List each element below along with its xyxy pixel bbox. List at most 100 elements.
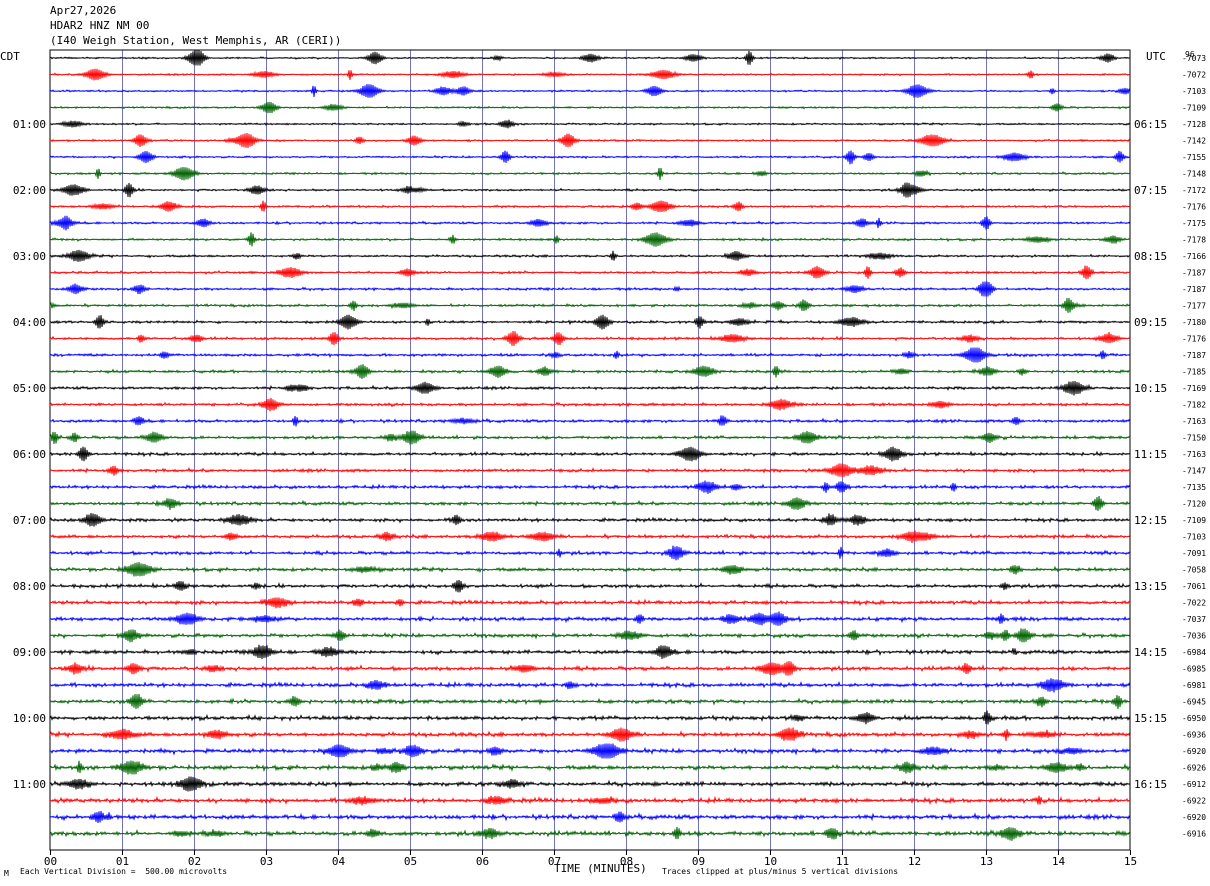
trace-10	[49, 215, 1131, 231]
trace-12	[49, 249, 1131, 262]
left-time-label: 02:00	[13, 184, 46, 197]
trace-offset-label-0: -7073	[1182, 54, 1206, 63]
right-time-label: 13:15	[1134, 580, 1167, 593]
trace-31	[49, 561, 1131, 577]
trace-34	[49, 611, 1131, 626]
trace-25	[49, 463, 1131, 478]
trace-offset-label-16: -7180	[1182, 318, 1206, 327]
trace-offset-label-29: -7103	[1182, 533, 1206, 542]
x-tick-label-06: 06	[476, 855, 489, 868]
left-time-label: 01:00	[13, 118, 46, 131]
trace-offset-label-10: -7175	[1182, 219, 1206, 228]
left-time-label: 04:00	[13, 316, 46, 329]
trace-21	[49, 398, 1131, 412]
trace-41	[49, 727, 1131, 742]
trace-offset-label-35: -7036	[1182, 632, 1206, 641]
trace-offset-label-36: -6984	[1182, 648, 1206, 657]
trace-offset-label-30: -7091	[1182, 549, 1206, 558]
trace-offset-label-34: -7037	[1182, 615, 1206, 624]
clip-note: Traces clipped at plus/minus 5 vertical …	[662, 867, 899, 876]
trace-offset-label-45: -6922	[1182, 797, 1206, 806]
trace-offset-label-13: -7187	[1182, 269, 1206, 278]
right-corner-label: 96	[1185, 50, 1195, 59]
trace-offset-label-4: -7128	[1182, 120, 1206, 129]
right-time-label: 12:15	[1134, 514, 1167, 527]
x-tick-label-14: 14	[1052, 855, 1066, 868]
trace-47	[49, 826, 1131, 841]
plot-frame	[49, 49, 1131, 851]
x-axis-title: TIME (MINUTES)	[554, 862, 647, 875]
trace-40	[49, 710, 1131, 725]
trace-offset-label-27: -7120	[1182, 500, 1206, 509]
trace-offset-label-23: -7150	[1182, 434, 1206, 443]
x-tick-label-15: 15	[1124, 855, 1137, 868]
trace-35	[49, 628, 1131, 643]
trace-offset-label-32: -7061	[1182, 582, 1206, 591]
trace-45	[50, 795, 1131, 806]
left-time-label: 07:00	[13, 514, 46, 527]
trace-offset-label-18: -7187	[1182, 351, 1206, 360]
trace-28	[49, 512, 1131, 527]
trace-offset-label-38: -6981	[1182, 681, 1206, 690]
trace-offset-label-31: -7058	[1182, 566, 1206, 575]
left-time-label: 05:00	[13, 382, 46, 395]
trace-offset-label-6: -7155	[1182, 153, 1206, 162]
trace-offset-label-44: -6912	[1182, 780, 1206, 789]
trace-15	[49, 297, 1131, 313]
trace-3	[49, 101, 1131, 114]
trace-offset-label-9: -7176	[1182, 203, 1206, 212]
trace-offset-label-22: -7163	[1182, 417, 1206, 426]
trace-offset-label-24: -7163	[1182, 450, 1206, 459]
trace-37	[49, 660, 1131, 676]
x-tick-label-10: 10	[764, 855, 777, 868]
x-tick-label-03: 03	[260, 855, 273, 868]
right-time-label: 10:15	[1134, 382, 1167, 395]
left-time-label: 03:00	[13, 250, 46, 263]
corner-mark: M	[4, 869, 9, 878]
x-tick-label-09: 09	[692, 855, 705, 868]
trace-4	[49, 119, 1131, 129]
x-tick-label-01: 01	[116, 855, 129, 868]
trace-offset-label-41: -6936	[1182, 731, 1206, 740]
trace-18	[49, 347, 1131, 363]
x-tick-label-04: 04	[332, 855, 346, 868]
trace-14	[49, 281, 1131, 297]
trace-44	[49, 776, 1131, 792]
left-time-label: 06:00	[13, 448, 46, 461]
trace-16	[49, 314, 1131, 330]
trace-8	[49, 182, 1131, 198]
right-time-label: 06:15	[1134, 118, 1167, 131]
left-time-label: 11:00	[13, 778, 46, 791]
trace-offset-label-14: -7187	[1182, 285, 1206, 294]
trace-6	[49, 150, 1131, 165]
trace-offset-label-19: -7185	[1182, 368, 1206, 377]
trace-26	[49, 480, 1131, 494]
trace-23	[49, 430, 1131, 445]
trace-46	[49, 810, 1131, 824]
trace-offset-label-2: -7103	[1182, 87, 1206, 96]
trace-offset-label-39: -6945	[1182, 698, 1206, 707]
trace-7	[49, 166, 1131, 181]
trace-43	[49, 760, 1131, 775]
x-tick-label-08: 08	[620, 855, 633, 868]
left-time-label: 08:00	[13, 580, 46, 593]
trace-20	[49, 381, 1131, 396]
trace-11	[49, 232, 1131, 247]
trace-19	[49, 364, 1131, 380]
trace-38	[50, 678, 1131, 693]
x-tick-label-13: 13	[980, 855, 993, 868]
trace-offset-label-42: -6920	[1182, 747, 1206, 756]
right-time-label: 08:15	[1134, 250, 1167, 263]
left-time-label: 09:00	[13, 646, 46, 659]
trace-offset-label-12: -7166	[1182, 252, 1206, 261]
trace-36	[50, 644, 1131, 660]
trace-33	[49, 597, 1131, 609]
trace-offset-label-5: -7142	[1182, 137, 1206, 146]
trace-offset-label-25: -7147	[1182, 467, 1206, 476]
station-code: HDAR2 HNZ NM 00	[50, 19, 150, 32]
right-time-label: 07:15	[1134, 184, 1167, 197]
trace-42	[50, 743, 1131, 759]
trace-22	[49, 415, 1131, 427]
trace-2	[49, 84, 1131, 98]
